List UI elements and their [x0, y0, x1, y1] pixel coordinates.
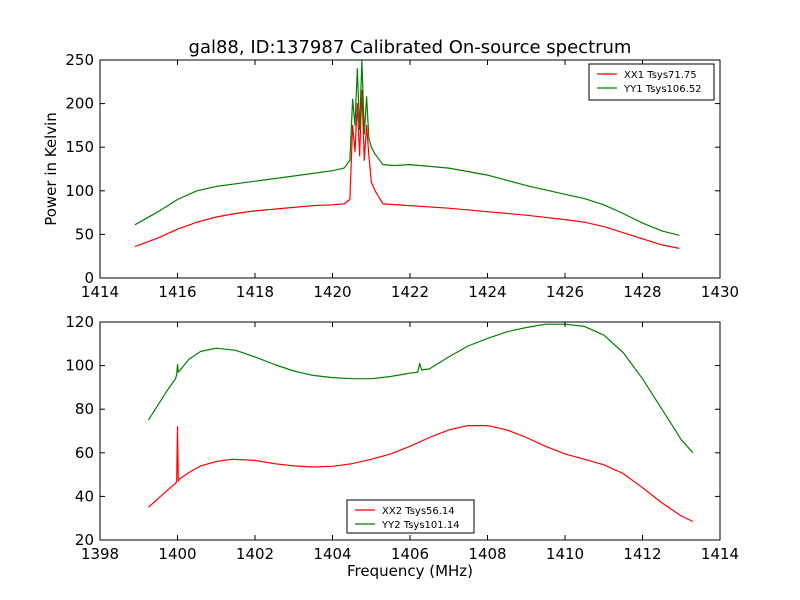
top-legend-label-2: YY1 Tsys106.52: [623, 84, 702, 95]
top-x-tick-label: 1426: [546, 283, 584, 301]
top-series-line-2: [134, 59, 680, 236]
top-x-tick-label: 1418: [236, 283, 274, 301]
bottom-y-tick-label: 80: [75, 400, 94, 418]
bottom-x-tick-label: 1410: [546, 545, 584, 563]
bottom-y-tick-label: 20: [75, 531, 94, 549]
bottom-legend-label-1: XX2 Tsys56.14: [382, 506, 455, 517]
bottom-legend-label-2: YY2 Tsys101.14: [381, 520, 460, 531]
bottom-x-tick-label: 1406: [391, 545, 429, 563]
top-series-line-1: [134, 89, 680, 249]
bottom-series-line-1: [147, 425, 694, 523]
bottom-y-tick-label: 120: [65, 313, 94, 331]
top-x-tick-label: 1430: [701, 283, 739, 301]
top-y-tick-label: 100: [65, 182, 94, 200]
top-legend-label-1: XX1 Tsys71.75: [624, 70, 697, 81]
top-x-tick-label: 1420: [313, 283, 351, 301]
top-legend: XX1 Tsys71.75 YY1 Tsys106.52: [588, 63, 715, 101]
bottom-series-line-2: [147, 323, 694, 454]
plots: 1414 1416 1418 1420 1422 1424 1426 1428 1430 0 50 1…: [65, 51, 739, 563]
top-x-tick-label: 1416: [158, 283, 196, 301]
bottom-x-tick-label: 1412: [623, 545, 661, 563]
bottom-y-tick-label: 60: [75, 444, 94, 462]
bottom-x-tick-label: 1404: [313, 545, 351, 563]
bottom-x-tick-label: 1408: [468, 545, 506, 563]
bottom-legend: XX2 Tsys56.14 YY2 Tsys101.14: [346, 499, 475, 534]
top-y-tick-label: 200: [65, 95, 94, 113]
top-y-tick-label: 250: [65, 51, 94, 69]
top-y-tick-label: 0: [84, 269, 94, 287]
top-plot: 1414 1416 1418 1420 1422 1424 1426 1428 1430 0 50 1…: [65, 51, 739, 301]
bottom-x-tick-label: 1402: [236, 545, 274, 563]
top-y-tick-label: 150: [65, 138, 94, 156]
chart-title: gal88, ID:137987 Calibrated On-source sp…: [189, 37, 632, 58]
top-x-tick-label: 1414: [81, 283, 119, 301]
top-y-axis-label: Power in Kelvin: [42, 112, 60, 226]
bottom-x-tick-label: 1400: [158, 545, 196, 563]
bottom-x-tick-label: 1414: [701, 545, 739, 563]
bottom-y-tick-label: 40: [75, 487, 94, 505]
bottom-plot: 1398 1400 1402 1404 1406 1408 1410 1412 1414 20 40…: [65, 313, 739, 563]
top-y-tick-label: 50: [75, 225, 94, 243]
top-legend-box: [588, 63, 715, 101]
bottom-x-axis-label: Frequency (MHz): [347, 562, 473, 580]
top-x-tick-label: 1424: [468, 283, 506, 301]
bottom-x-tick-label: 1398: [81, 545, 119, 563]
top-x-tick-label: 1422: [391, 283, 429, 301]
bottom-y-tick-label: 100: [65, 357, 94, 375]
top-x-tick-label: 1428: [623, 283, 661, 301]
bottom-legend-box: [346, 499, 475, 534]
